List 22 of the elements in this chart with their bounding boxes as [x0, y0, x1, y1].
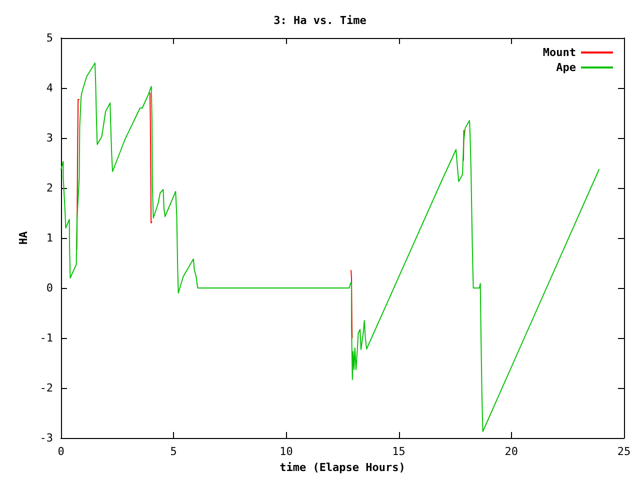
y-axis-title: HA	[16, 231, 30, 245]
line-series	[60, 62, 600, 432]
y-tick-label: 5	[46, 32, 53, 44]
legend-label: Ape	[556, 61, 576, 74]
y-tick-label: 4	[46, 82, 54, 94]
x-tick-label: 15	[392, 445, 406, 458]
legend-label: Mount	[542, 46, 576, 59]
y-tick-label: 1	[46, 232, 53, 244]
x-tick-label: 10	[280, 445, 293, 458]
line-series	[149, 92, 152, 224]
y-tick-label: -1	[40, 332, 53, 344]
y-tick-label: -3	[40, 432, 53, 444]
y-tick-label: -2	[40, 382, 53, 394]
y-tick-label: 0	[46, 282, 53, 294]
x-tick-label: 0	[58, 445, 64, 458]
x-axis-title: time (Elapse Hours)	[280, 460, 406, 474]
x-tick-label: 5	[170, 445, 177, 458]
y-tick-label: 2	[46, 182, 53, 194]
y-tick-label: 3	[46, 132, 53, 144]
chart-title: 3: Ha vs. Time	[274, 14, 367, 27]
x-tick-label: 20	[504, 445, 518, 458]
x-tick-label: 25	[617, 445, 631, 458]
